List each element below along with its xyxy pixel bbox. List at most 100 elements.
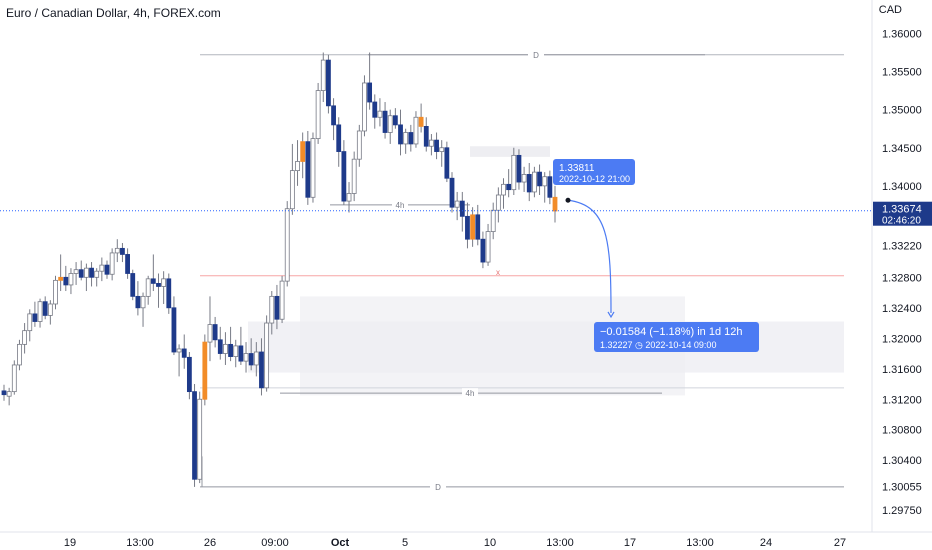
candle <box>295 140 300 186</box>
candle-body <box>17 343 22 366</box>
candle-body <box>181 348 187 358</box>
candle <box>362 75 367 137</box>
level-label-bg <box>462 388 478 399</box>
candle-body <box>362 82 367 132</box>
candle <box>465 202 470 249</box>
candle-body <box>248 353 254 366</box>
candle-body <box>135 295 141 309</box>
candle <box>130 269 136 301</box>
candle <box>269 291 275 335</box>
candle-body <box>382 110 388 133</box>
projection-arrowhead <box>607 311 615 319</box>
candle <box>248 338 254 371</box>
candle-body <box>53 279 58 305</box>
x-tick-label: 19 <box>64 537 76 549</box>
candle <box>37 298 43 328</box>
candle-body <box>444 147 450 179</box>
candle <box>217 326 223 360</box>
candle-body <box>63 276 69 286</box>
candle <box>83 263 89 292</box>
candle <box>207 296 213 362</box>
candle-body <box>398 124 403 145</box>
x-tick-label: 26 <box>204 537 216 549</box>
candle <box>320 52 326 103</box>
candle <box>480 231 486 269</box>
candle <box>22 323 27 354</box>
candle-body <box>171 307 177 353</box>
candle-body <box>243 353 249 362</box>
candle <box>94 268 100 287</box>
candle-body <box>305 141 311 198</box>
candle <box>526 162 532 202</box>
candle-body <box>186 356 192 393</box>
projection-start-dot <box>565 197 571 203</box>
candle <box>444 141 450 183</box>
candle <box>305 130 311 205</box>
candle <box>310 132 316 203</box>
zone-rect <box>470 146 550 157</box>
candle-body <box>37 301 43 322</box>
candle <box>197 391 203 484</box>
candle <box>367 52 373 110</box>
candle-body <box>429 139 434 147</box>
candle-body <box>501 183 506 196</box>
candle-body <box>532 171 537 193</box>
last-price-tag <box>873 201 932 226</box>
candle-body <box>413 116 419 145</box>
candle-body <box>439 147 445 152</box>
y-tick-label: 1.32800 <box>882 272 922 284</box>
candle-body <box>47 303 53 316</box>
candle-body <box>470 214 476 240</box>
x-tick-label: 13:00 <box>126 537 154 549</box>
candle <box>223 332 228 365</box>
candle-body <box>202 341 208 400</box>
candle-body <box>89 267 94 278</box>
candle <box>47 300 53 325</box>
candle-body <box>78 269 84 278</box>
candle-body <box>295 161 300 172</box>
candle-body <box>480 238 486 263</box>
candle-body <box>94 270 100 278</box>
candle <box>125 248 130 279</box>
candle-body <box>161 278 167 287</box>
candle-body <box>526 174 532 193</box>
level-label-bg <box>528 49 544 60</box>
candle <box>279 275 285 324</box>
candle <box>449 172 455 213</box>
candle-body <box>356 130 362 160</box>
level-label-bg <box>392 199 408 210</box>
candle <box>300 132 306 179</box>
candle <box>490 202 496 240</box>
candle-body <box>109 252 115 275</box>
candle <box>501 178 506 209</box>
level-label: 4h <box>396 201 405 210</box>
candle-body <box>83 267 89 278</box>
candle-body <box>140 295 146 309</box>
candle <box>382 102 388 139</box>
candle-body <box>125 254 130 274</box>
candle <box>552 185 558 223</box>
candle-body <box>156 283 161 287</box>
projection-arrow <box>567 199 612 313</box>
candle-body <box>223 343 228 354</box>
candle <box>408 124 414 152</box>
level-label: D <box>435 483 441 492</box>
candle <box>459 191 465 232</box>
level-label-bg <box>430 481 446 492</box>
candle-body <box>552 196 558 212</box>
candle <box>495 187 501 223</box>
candle <box>372 94 378 129</box>
y-tick-label: 1.36000 <box>882 28 922 40</box>
candle-body <box>104 264 110 275</box>
candle-body <box>449 177 455 208</box>
candle <box>264 315 270 392</box>
candle <box>253 342 259 377</box>
candle-body <box>495 194 501 211</box>
candle <box>140 292 146 327</box>
candle-body <box>212 324 218 341</box>
x-tick-label: 5 <box>402 537 408 549</box>
candle-body <box>485 231 491 263</box>
candle-body <box>197 398 203 480</box>
tooltip-price: 1.33811 <box>559 163 595 174</box>
